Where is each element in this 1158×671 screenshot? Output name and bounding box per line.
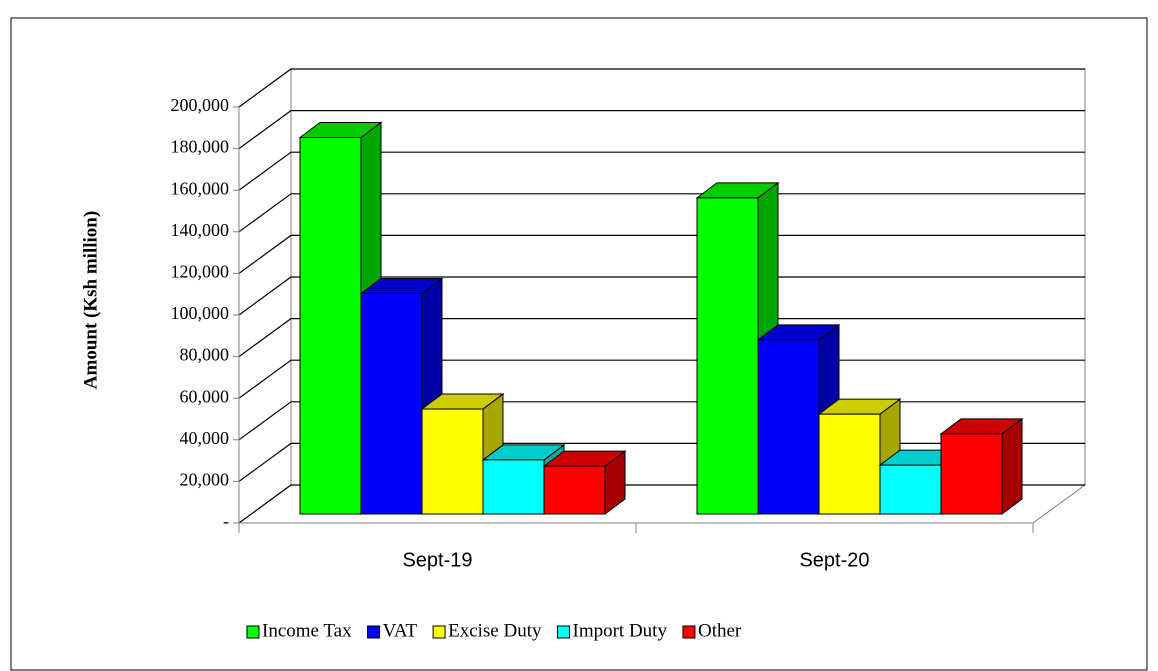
legend-label: Import Duty [573, 620, 668, 641]
y-tick-label: 40,000 [180, 428, 230, 448]
legend-swatch [367, 625, 381, 639]
legend-swatch [557, 625, 570, 639]
grid-line [238, 276, 1085, 316]
bar-front [543, 465, 606, 515]
y-tick-label: 100,000 [171, 303, 230, 323]
y-tick-label: - [223, 511, 229, 531]
bar-front [421, 408, 484, 515]
bar-front [757, 339, 820, 515]
grid-line [238, 193, 1085, 233]
grid-line [238, 109, 1085, 150]
bar-front [940, 433, 1003, 515]
legend-label: Excise Duty [448, 620, 542, 641]
bar [542, 450, 627, 515]
y-tick-label: 180,000 [171, 137, 230, 157]
y-tick-label: 160,000 [171, 178, 230, 198]
bar [939, 417, 1024, 515]
x-tick-label: Sept-19 [402, 549, 472, 571]
bar-front [696, 197, 759, 515]
y-tick-label: 20,000 [180, 470, 230, 490]
grid-line [238, 151, 1085, 191]
bar-front [482, 459, 545, 515]
legend-swatch [432, 625, 446, 639]
y-tick-label: 200,000 [171, 95, 230, 115]
grid-line [238, 68, 1085, 108]
bar-front [299, 137, 362, 515]
y-tick-label: 140,000 [171, 220, 230, 240]
legend-label: Other [698, 620, 742, 641]
legend-label: VAT [383, 620, 418, 641]
x-tick-label: Sept-20 [799, 549, 869, 571]
y-tick-label: 80,000 [180, 345, 230, 365]
y-axis-label: Amount (Ksh million) [80, 211, 101, 389]
bar-front [360, 293, 423, 515]
chart-border [10, 17, 1148, 671]
legend-swatch [682, 625, 696, 639]
bar-front [879, 464, 942, 515]
bar-side [1001, 417, 1023, 515]
bar-front [818, 413, 881, 515]
y-tick-label: 120,000 [171, 262, 230, 282]
grid-line [238, 318, 1085, 358]
legend-swatch [246, 625, 260, 639]
legend-label: Income Tax [262, 620, 352, 641]
y-tick-label: 60,000 [180, 386, 230, 406]
grid-line [238, 234, 1085, 274]
